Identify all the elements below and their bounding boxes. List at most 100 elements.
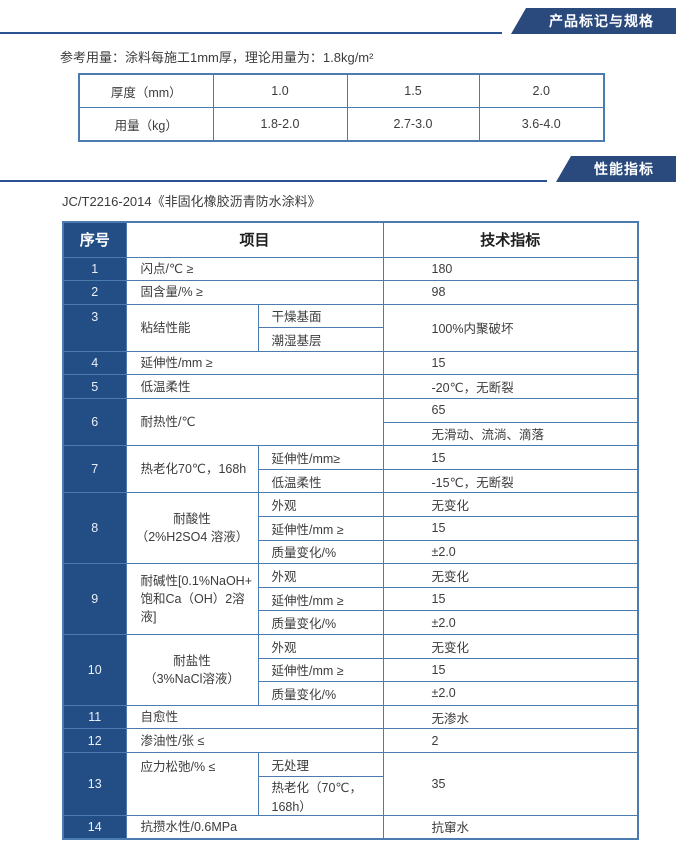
item-cell: 耐盐性 （3%NaCl溶液） <box>125 634 259 706</box>
item-line: 耐盐性 <box>173 653 211 668</box>
row-number-cell: 5 <box>62 374 127 400</box>
indicator-cell: 15 <box>382 657 639 683</box>
sub-item-cell: 干燥基面 <box>257 303 384 329</box>
spec-table: 序号 项目 技术指标 1 闪点/℃ ≥ 180 2 固含量/% ≥ 98 3 粘… <box>62 221 640 840</box>
table-row: 厚度（mm） 1.0 1.5 2.0 <box>78 73 605 108</box>
item-cell: 低温柔性 <box>125 374 384 400</box>
table-row: 延伸性/mm ≥ 15 <box>63 516 639 541</box>
section-banner-performance: 性能指标 <box>556 156 676 182</box>
table-row: 潮湿基层 <box>63 327 638 352</box>
table-row: 11 自愈性 无渗水 <box>62 704 639 730</box>
usage-cell: 2.0 <box>478 73 605 108</box>
item-cell: 粘结性能 <box>125 303 259 352</box>
usage-row-label: 厚度（mm） <box>78 73 214 108</box>
row-number-cell: 4 <box>62 350 127 376</box>
sub-item-cell: 外观 <box>257 563 384 588</box>
table-header-row: 序号 项目 技术指标 <box>62 221 639 258</box>
indicator-cell: 无变化 <box>382 563 639 588</box>
row-number-cell: 9 <box>62 563 127 635</box>
sub-item-cell: 低温柔性 <box>257 468 384 494</box>
item-line: 耐碱性[0.1%NaOH+ <box>140 573 253 588</box>
indicator-cell: 98 <box>382 280 639 305</box>
sub-item-cell: 延伸性/mm≥ <box>257 445 384 470</box>
usage-table: 厚度（mm） 1.0 1.5 2.0 用量（kg） 1.8-2.0 2.7-3.… <box>78 73 605 142</box>
item-cell: 耐碱性[0.1%NaOH+ 饱和Ca（OH）2溶液] <box>125 563 259 635</box>
table-row: 低温柔性 -15℃，无断裂 <box>63 468 639 494</box>
table-row: 3 粘结性能 干燥基面 100%内聚破坏 <box>62 303 639 352</box>
table-row: 热老化（70℃，168h） <box>63 775 638 816</box>
item-line: （3%NaCl溶液） <box>144 671 240 686</box>
indicator-cell: 无变化 <box>382 492 639 518</box>
indicator-cell: ±2.0 <box>382 539 639 565</box>
section-header-product: 产品标记与规格 <box>0 0 676 34</box>
row-number-cell: 14 <box>62 814 127 840</box>
row-number-cell: 7 <box>62 445 127 494</box>
row-number-cell: 12 <box>62 728 127 753</box>
sub-item-cell: 外观 <box>257 634 384 659</box>
table-row: 质量变化/% ±2.0 <box>63 610 639 635</box>
header-no: 序号 <box>62 221 127 258</box>
usage-cell: 1.0 <box>212 73 348 108</box>
item-cell: 耐酸性 （2%H2SO4 溶液） <box>125 492 259 565</box>
item-cell: 自愈性 <box>125 704 384 730</box>
table-row: 1 闪点/℃ ≥ 180 <box>62 256 639 282</box>
table-row: 10 耐盐性 （3%NaCl溶液） 外观 无变化 <box>62 634 639 706</box>
row-number-cell: 8 <box>62 492 127 565</box>
item-line: （2%H2SO4 溶液） <box>135 530 249 545</box>
table-row: 无滑动、流淌、滴落 <box>63 421 639 447</box>
sub-item-cell: 质量变化/% <box>257 539 384 565</box>
section-banner-product: 产品标记与规格 <box>511 8 676 34</box>
usage-cell: 1.8-2.0 <box>212 107 348 142</box>
indicator-cell: 180 <box>382 256 639 282</box>
indicator-cell: ±2.0 <box>382 610 639 635</box>
indicator-cell: 100%内聚破坏 <box>382 303 639 352</box>
usage-cell: 1.5 <box>346 73 480 108</box>
indicator-cell: 15 <box>382 586 639 612</box>
item-cell: 应力松弛/% ≤ <box>125 751 259 816</box>
row-number-cell: 1 <box>62 256 127 282</box>
table-row: 13 应力松弛/% ≤ 无处理 35 <box>62 751 639 816</box>
indicator-cell: 抗窜水 <box>382 814 639 840</box>
table-row: 质量变化/% ±2.0 <box>63 539 639 565</box>
table-row: 9 耐碱性[0.1%NaOH+ 饱和Ca（OH）2溶液] 外观 无变化 <box>62 563 639 635</box>
table-row: 6 耐热性/℃ 65 <box>62 398 639 447</box>
table-row: 8 耐酸性 （2%H2SO4 溶液） 外观 无变化 <box>62 492 639 565</box>
indicator-cell: 15 <box>382 445 639 470</box>
sub-item-cell: 无处理 <box>257 751 384 777</box>
row-number-cell: 10 <box>62 634 127 706</box>
item-cell: 闪点/℃ ≥ <box>125 256 384 282</box>
row-number-cell: 11 <box>62 704 127 730</box>
item-cell: 固含量/% ≥ <box>125 280 384 305</box>
item-cell: 渗油性/张 ≤ <box>125 728 384 753</box>
table-row: 14 抗攒水性/0.6MPa 抗窜水 <box>62 814 639 840</box>
row-number-cell: 2 <box>62 280 127 305</box>
row-number-cell: 6 <box>62 398 127 447</box>
item-cell: 热老化70℃，168h <box>125 445 259 494</box>
table-row: 用量（kg） 1.8-2.0 2.7-3.0 3.6-4.0 <box>78 107 605 142</box>
indicator-cell: 15 <box>382 516 639 541</box>
table-row: 2 固含量/% ≥ 98 <box>62 280 639 305</box>
sub-item-cell: 延伸性/mm ≥ <box>257 586 384 612</box>
table-row: 质量变化/% ±2.0 <box>63 681 639 706</box>
table-row: 7 热老化70℃，168h 延伸性/mm≥ 15 <box>62 445 639 494</box>
indicator-cell: 35 <box>382 751 639 816</box>
indicator-cell: ±2.0 <box>382 681 639 706</box>
item-cell: 耐热性/℃ <box>125 398 384 447</box>
table-row: 5 低温柔性 -20℃，无断裂 <box>62 374 639 400</box>
table-row: 延伸性/mm ≥ 15 <box>63 586 639 612</box>
item-cell: 抗攒水性/0.6MPa <box>125 814 384 840</box>
divider-rule <box>0 32 502 34</box>
indicator-cell: 无滑动、流淌、滴落 <box>382 421 639 447</box>
indicator-cell: -15℃，无断裂 <box>382 468 639 494</box>
item-cell: 延伸性/mm ≥ <box>125 350 384 376</box>
sub-item-cell: 外观 <box>257 492 384 518</box>
usage-cell: 2.7-3.0 <box>346 107 480 142</box>
item-line: 耐酸性 <box>173 512 211 527</box>
sub-item-cell: 热老化（70℃，168h） <box>257 775 384 816</box>
standard-title: JC/T2216-2014《非固化橡胶沥青防水涂料》 <box>62 194 321 209</box>
table-row: 4 延伸性/mm ≥ 15 <box>62 350 639 376</box>
indicator-cell: -20℃，无断裂 <box>382 374 639 400</box>
usage-note: 参考用量：涂料每施工1mm厚，理论用量为：1.8kg/m² <box>60 50 374 65</box>
header-item: 项目 <box>125 221 384 258</box>
usage-row-label: 用量（kg） <box>78 107 214 142</box>
